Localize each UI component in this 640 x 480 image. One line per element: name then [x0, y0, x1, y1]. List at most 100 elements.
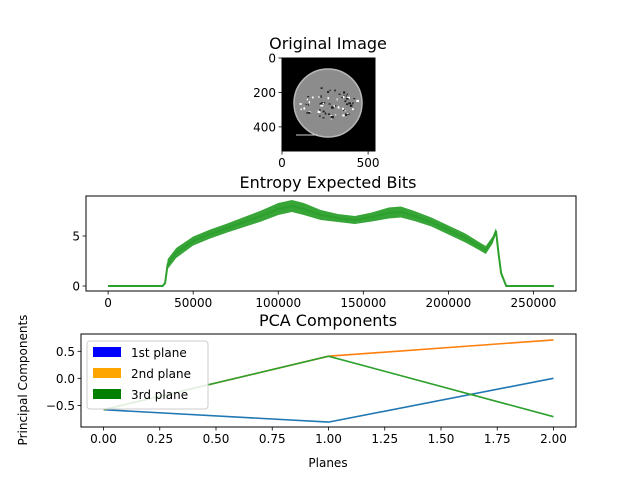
sun-spot	[327, 97, 330, 100]
sun-disk-rim	[293, 68, 363, 138]
pca-ytick-label: 0.0	[56, 372, 75, 386]
image-ytick-label: 400	[253, 120, 276, 134]
sun-spot	[345, 95, 347, 97]
pca-series-line-1	[103, 377, 554, 423]
sun-spot	[344, 113, 348, 116]
sun-spot	[307, 112, 311, 114]
legend-label: 1st plane	[131, 346, 187, 360]
sun-spot	[334, 105, 337, 107]
sun-spot	[345, 103, 349, 106]
sun-spot	[342, 96, 345, 99]
sun-spot	[322, 110, 325, 113]
pca-xtick-label: 0.25	[146, 432, 173, 446]
sun-spot	[306, 98, 309, 101]
entropy-xtick-label: 250000	[511, 296, 557, 310]
image-ytick-label: 200	[253, 86, 276, 100]
sun-spot	[320, 87, 323, 89]
sun-spot	[321, 103, 323, 105]
sun-texture	[299, 87, 360, 120]
pca-ytick-label: 0.5	[56, 345, 75, 359]
sun-spot	[347, 96, 351, 99]
entropy-axes: 0 50000 100000 150000 200000 250000 0 5	[72, 195, 577, 310]
sun-spot	[319, 115, 321, 117]
sun-spot	[303, 107, 306, 110]
entropy-xtick-label: 100000	[255, 296, 301, 310]
image-ytick-label: 0	[268, 52, 276, 66]
sun-spot	[329, 89, 331, 92]
pca-xtick-label: 2.00	[540, 432, 567, 446]
pca-xtick-label: 1.50	[428, 432, 455, 446]
entropy-ytick-label: 0	[72, 280, 80, 294]
sun-spot	[320, 104, 324, 107]
entropy-xtick-label: 50000	[174, 296, 212, 310]
sun-spot	[337, 106, 340, 109]
pca-xlabel: Planes	[308, 456, 347, 470]
entropy-title: Entropy Expected Bits	[239, 173, 416, 192]
sun-spot	[348, 102, 351, 105]
sun-spot	[334, 89, 336, 92]
pca-xtick-label: 0.00	[90, 432, 117, 446]
sun-spot	[328, 103, 331, 105]
sun-spot	[345, 97, 349, 100]
sun-spot	[331, 106, 334, 109]
pca-xtick-label: 0.75	[259, 432, 286, 446]
legend-swatch	[93, 347, 121, 357]
sun-disk	[294, 69, 362, 137]
image-title: Original Image	[269, 34, 387, 53]
sun-spot	[307, 103, 309, 106]
image-frame	[281, 57, 376, 152]
sun-spot	[353, 98, 356, 100]
sun-spot	[338, 93, 341, 95]
sun-spot	[330, 115, 333, 117]
entropy-ytick-label: 5	[72, 230, 80, 244]
sun-spot	[341, 96, 343, 99]
legend-label: 3rd plane	[131, 388, 188, 402]
pca-xtick-label: 1.75	[484, 432, 511, 446]
sun-spot	[299, 103, 302, 105]
sun-spot	[319, 109, 321, 112]
legend-swatch	[93, 368, 121, 378]
entropy-frame	[85, 195, 577, 292]
sun-spot	[352, 102, 354, 105]
sun-spot	[308, 101, 311, 104]
legend-swatch	[93, 389, 121, 399]
sun-spot	[317, 110, 321, 114]
legend: 1st plane 2nd plane 3rd plane	[86, 340, 209, 410]
sun-spot	[322, 102, 325, 104]
sun-spot	[311, 96, 314, 99]
sun-spot	[344, 100, 347, 103]
sun-spot	[330, 115, 334, 119]
sun-spot	[342, 107, 344, 110]
entropy-line	[108, 204, 554, 287]
sun-spot	[343, 109, 345, 112]
entropy-xtick-label: 150000	[340, 296, 386, 310]
sun-spot	[319, 102, 323, 105]
pca-xtick-label: 1.25	[371, 432, 398, 446]
sun-spot	[343, 91, 346, 94]
pca-ylabel: Principal Components	[16, 315, 30, 446]
sun-spot	[305, 103, 307, 106]
sun-spot	[300, 108, 302, 111]
sun-spot	[322, 117, 325, 119]
sun-spot	[342, 114, 345, 117]
sun-spot	[327, 113, 330, 115]
sun-spot	[356, 99, 360, 102]
sun-spot	[349, 104, 353, 107]
sun-spot	[321, 102, 324, 104]
sun-spot	[323, 102, 326, 104]
pca-title: PCA Components	[259, 311, 397, 330]
image-xtick-label: 0	[278, 156, 286, 170]
sun-spot	[320, 95, 322, 98]
sun-spot	[334, 114, 337, 116]
legend-label: 2nd plane	[131, 367, 191, 381]
sun-spot	[351, 108, 354, 111]
sun-spot	[344, 110, 346, 112]
pca-xtick-label: 1.00	[315, 432, 342, 446]
sun-spot	[336, 98, 338, 101]
sun-spot	[306, 112, 308, 114]
sun-spot	[318, 96, 320, 98]
pca-ytick-label: −0.5	[46, 399, 75, 413]
image-xtick-label: 500	[357, 156, 380, 170]
sun-spot	[346, 93, 348, 96]
